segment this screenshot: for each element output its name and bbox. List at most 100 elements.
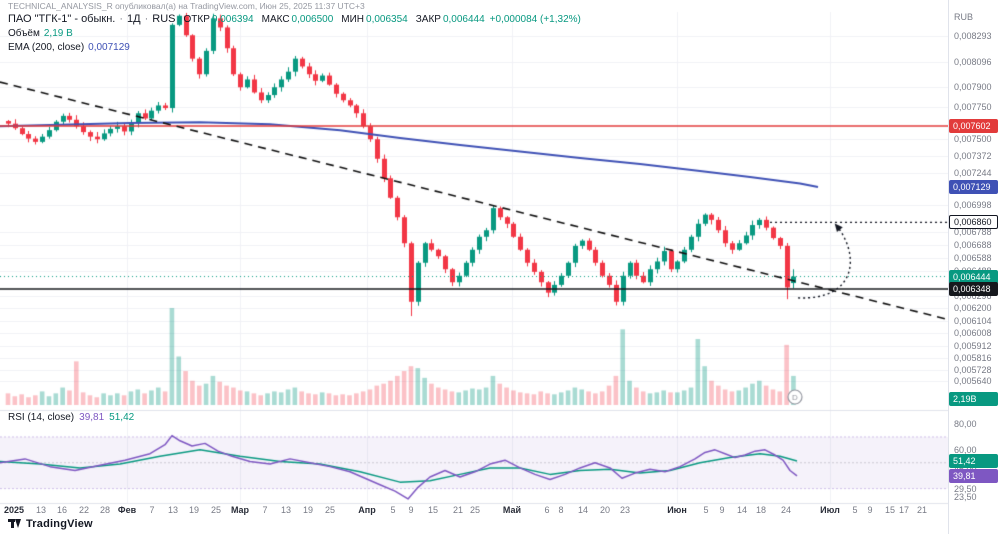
brand-name: TradingView bbox=[26, 517, 93, 530]
price-axis-label: 0,006688 bbox=[954, 239, 992, 250]
rsi-axis-label: 60,00 bbox=[954, 444, 977, 455]
time-label: 15 bbox=[427, 505, 439, 515]
time-label: Мар bbox=[230, 505, 250, 515]
price-axis-label: 0,007900 bbox=[954, 82, 992, 93]
ema-indicator-label[interactable]: EMA (200, close) bbox=[8, 41, 85, 53]
rsi-tag: 51,42 bbox=[949, 453, 998, 468]
high-label: МАКС bbox=[261, 13, 290, 25]
price-axis-label: 0,007372 bbox=[954, 150, 992, 161]
symbol-title[interactable]: ПАО "ТГК-1" - обыкн. bbox=[8, 13, 116, 25]
rsi-value: 39,81 bbox=[79, 412, 105, 423]
time-label: 17 bbox=[898, 505, 910, 515]
rsi-tag: 39,81 bbox=[949, 468, 998, 483]
chart-legend: ПАО "ТГК-1" - обыкн. · 1Д · RUS ОТКР 0,0… bbox=[8, 12, 581, 54]
time-label: 7 bbox=[149, 505, 155, 515]
price-axis-label: 0,008293 bbox=[954, 31, 992, 42]
open-label: ОТКР bbox=[183, 13, 210, 25]
tradingview-branding[interactable]: TradingView bbox=[8, 517, 93, 530]
time-label: 19 bbox=[188, 505, 200, 515]
close-value: 0,006444 bbox=[442, 13, 485, 25]
time-label: 19 bbox=[302, 505, 314, 515]
time-label: 14 bbox=[577, 505, 589, 515]
price-tag-white: 0,006860 bbox=[949, 215, 998, 230]
time-label: 13 bbox=[280, 505, 292, 515]
interval-label[interactable]: 1Д bbox=[127, 13, 141, 25]
time-label: Фев bbox=[117, 505, 137, 515]
price-axis-label: 0,006998 bbox=[954, 199, 992, 210]
time-label: 6 bbox=[544, 505, 550, 515]
time-label: 5 bbox=[390, 505, 396, 515]
time-label: Июл bbox=[820, 505, 840, 515]
low-label: МИН bbox=[341, 13, 365, 25]
separator: · bbox=[119, 13, 124, 25]
rsi-axis-label: 80,00 bbox=[954, 419, 977, 429]
low-value: 0,006354 bbox=[366, 13, 408, 25]
rsi-axis-label: 23,50 bbox=[954, 491, 977, 502]
volume-tag: 2,19B bbox=[949, 392, 998, 406]
rsi-indicator-label[interactable]: RSI (14, close) bbox=[8, 412, 75, 423]
time-label: 13 bbox=[167, 505, 179, 515]
price-axis-label: 0,006008 bbox=[954, 328, 992, 339]
volume-row: Объём 2,19 B bbox=[8, 26, 581, 40]
price-chart-canvas[interactable] bbox=[0, 0, 948, 534]
ema-row: EMA (200, close) 0,007129 bbox=[8, 40, 581, 54]
time-label: 22 bbox=[78, 505, 90, 515]
time-label: 23 bbox=[619, 505, 631, 515]
close-label: ЗАКР bbox=[415, 13, 441, 25]
time-label: 15 bbox=[884, 505, 896, 515]
time-axis[interactable]: 2025 13 16 22 28 Фев 7 13 19 25 Мар 7 13 19 25 Апр 5 9 15 2… bbox=[0, 505, 948, 519]
price-axis-label: 0,008096 bbox=[954, 56, 992, 67]
price-axis-label: 0,006200 bbox=[954, 303, 992, 314]
volume-value: 2,19 B bbox=[43, 27, 73, 39]
high-value: 0,006500 bbox=[291, 13, 334, 25]
time-label: 5 bbox=[703, 505, 709, 515]
time-label: Июн bbox=[667, 505, 687, 515]
time-label: 16 bbox=[56, 505, 68, 515]
price-axis-label: 0,005912 bbox=[954, 340, 992, 351]
change-value: +0,000084 (+1,32%) bbox=[489, 13, 581, 25]
time-label: Май bbox=[502, 505, 522, 515]
exchange-label: RUS bbox=[152, 13, 176, 25]
separator: · bbox=[144, 13, 149, 25]
price-axis-label: 0,006104 bbox=[954, 315, 992, 326]
time-label: 14 bbox=[736, 505, 748, 515]
time-label: Апр bbox=[358, 505, 376, 515]
rsi-axis-label: 29,50 bbox=[954, 484, 977, 495]
volume-label: Объём bbox=[8, 27, 40, 39]
price-axis-label: 0,005816 bbox=[954, 353, 992, 364]
price-axis-label: 0,007500 bbox=[954, 134, 992, 145]
time-label: 9 bbox=[408, 505, 414, 515]
time-label: 20 bbox=[599, 505, 611, 515]
time-label: 24 bbox=[780, 505, 792, 515]
currency-label: RUB bbox=[954, 12, 974, 22]
price-tag-green: 0,006444 bbox=[949, 269, 998, 284]
rsi-ma-value: 51,42 bbox=[109, 412, 135, 423]
price-tag-red: 0,007602 bbox=[949, 119, 998, 133]
time-label: 25 bbox=[324, 505, 336, 515]
time-label: 8 bbox=[558, 505, 564, 515]
time-label: 2025 bbox=[3, 505, 25, 515]
time-label: 9 bbox=[719, 505, 725, 515]
snapshot-attribution: TECHNICAL_ANALYSIS_R опубликовал(а) на T… bbox=[8, 1, 365, 11]
time-label: 21 bbox=[452, 505, 464, 515]
rsi-legend: RSI (14, close) 39,81 51,42 bbox=[8, 412, 134, 423]
open-value: 0,006394 bbox=[211, 13, 254, 25]
price-axis-label: 0,006788 bbox=[954, 226, 992, 237]
ema-value: 0,007129 bbox=[88, 41, 130, 53]
price-tag-black: 0,006348 bbox=[949, 282, 998, 297]
time-label: 25 bbox=[469, 505, 481, 515]
price-axis-label: 0,007750 bbox=[954, 101, 992, 112]
price-axis-label: 0,005728 bbox=[954, 364, 992, 375]
time-label: 18 bbox=[755, 505, 767, 515]
time-label: 28 bbox=[99, 505, 111, 515]
time-label: 7 bbox=[262, 505, 268, 515]
symbol-row: ПАО "ТГК-1" - обыкн. · 1Д · RUS ОТКР 0,0… bbox=[8, 12, 581, 26]
price-axis[interactable]: RUB 0,008293 0,008096 0,007900 0,007750 0,00… bbox=[948, 0, 1000, 534]
price-axis-label: 0,007244 bbox=[954, 167, 992, 178]
price-tag-indigo: 0,007129 bbox=[949, 180, 998, 195]
price-axis-label: 0,006588 bbox=[954, 252, 992, 263]
time-label: 21 bbox=[916, 505, 928, 515]
time-label: 5 bbox=[852, 505, 858, 515]
price-axis-label: 0,005640 bbox=[954, 376, 992, 387]
